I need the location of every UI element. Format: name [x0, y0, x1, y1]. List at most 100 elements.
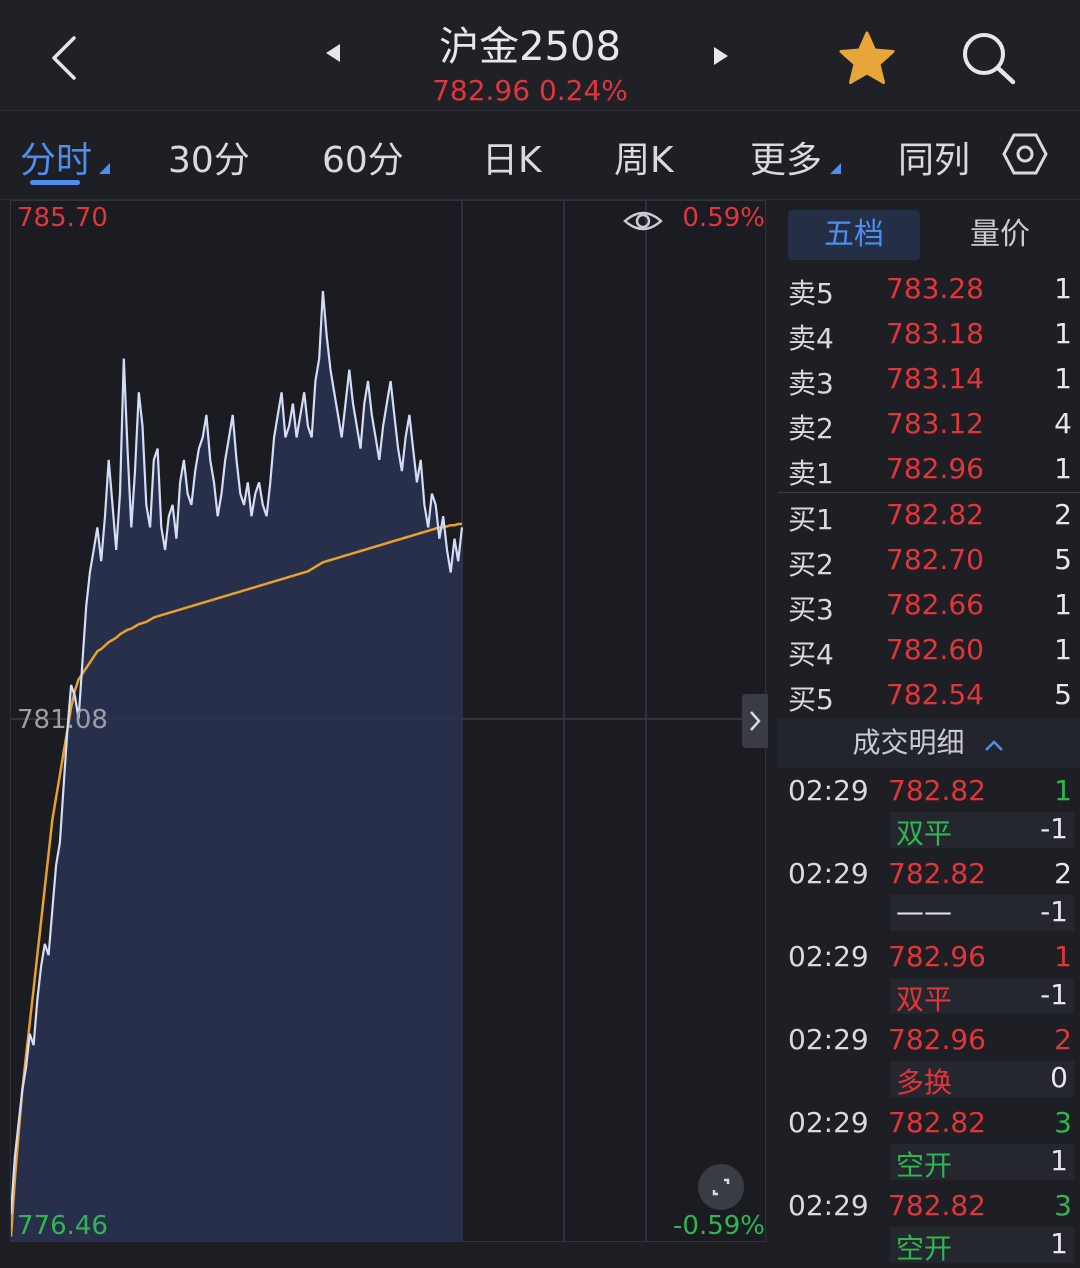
bid-price: 782.60 — [886, 633, 984, 666]
tab-five-levels[interactable]: 五档 — [788, 210, 920, 260]
bid-volume: 5 — [1054, 678, 1072, 711]
trade-row: 02:29 782.82 2 —— -1 — [778, 853, 1080, 936]
trade-volume: 1 — [1054, 940, 1072, 973]
trade-type-cell: 空开 1 — [890, 1144, 1074, 1182]
bid-price: 782.82 — [886, 498, 984, 531]
trade-type-cell: —— -1 — [890, 895, 1074, 931]
trade-time: 02:29 — [788, 940, 869, 973]
trade-row: 02:29 782.82 1 双平 -1 — [778, 770, 1080, 853]
ask-row: 卖4 783.18 1 — [778, 311, 1080, 356]
trade-type: 空开 — [896, 1232, 953, 1265]
ask-label: 卖3 — [788, 367, 834, 400]
tab-60min[interactable]: 60分 — [322, 140, 404, 181]
chevron-up-icon — [983, 719, 1005, 769]
trade-type-cell: 双平 -1 — [890, 812, 1074, 850]
ask-label: 卖2 — [788, 412, 834, 445]
bid-volume: 5 — [1054, 543, 1072, 576]
intraday-chart[interactable]: 785.70 781.08 776.46 0.59% -0.59% — [10, 200, 766, 1242]
ask-row: 卖5 783.28 1 — [778, 266, 1080, 311]
chart-canvas — [11, 201, 765, 1241]
ask-row: 卖2 783.12 4 — [778, 401, 1080, 446]
header-bar — [0, 0, 1080, 111]
trade-volume: 2 — [1054, 1023, 1072, 1056]
ask-volume: 1 — [1054, 452, 1072, 485]
ask-label: 卖4 — [788, 322, 834, 355]
eye-icon[interactable] — [623, 205, 663, 237]
trade-row: 02:29 782.82 3 空开 1 — [778, 1102, 1080, 1185]
pct-axis-min-label: -0.59% — [673, 1211, 765, 1241]
bid-price: 782.54 — [886, 678, 984, 711]
trade-detail-header[interactable]: 成交明细 — [778, 718, 1080, 768]
open-interest-change: 1 — [1050, 1227, 1068, 1260]
period-tab-bar: 分时 30分 60分 日K 周K 更多 同列 — [0, 111, 1080, 200]
tab-same-series[interactable]: 同列 — [898, 140, 971, 181]
ask-volume: 1 — [1054, 272, 1072, 305]
trade-row: 02:29 782.82 3 空开 1 — [778, 1185, 1080, 1268]
open-interest-change: -1 — [1040, 978, 1068, 1011]
trade-type: —— — [896, 895, 952, 928]
open-interest-change: -1 — [1040, 812, 1068, 845]
trade-price: 782.96 — [888, 1023, 986, 1056]
bid-label: 买4 — [788, 638, 834, 671]
bid-volume: 1 — [1054, 588, 1072, 621]
ask-volume: 1 — [1054, 362, 1072, 395]
trade-price: 782.82 — [888, 1189, 986, 1222]
y-axis-mid-label: 781.08 — [17, 705, 108, 735]
y-axis-min-label: 776.46 — [17, 1211, 108, 1241]
price-line — [11, 290, 464, 1215]
ask-price: 783.18 — [886, 317, 984, 350]
tab-weekly-k[interactable]: 周K — [614, 140, 674, 181]
tab-daily-k[interactable]: 日K — [482, 140, 542, 181]
trade-type-cell: 空开 1 — [890, 1227, 1074, 1265]
bid-label: 买3 — [788, 593, 834, 626]
tab-30min[interactable]: 30分 — [168, 140, 250, 181]
page-title: 沪金2508 — [439, 24, 621, 70]
bid-row: 买4 782.60 1 — [778, 627, 1080, 672]
trade-time: 02:29 — [788, 774, 869, 807]
open-interest-change: 0 — [1050, 1061, 1068, 1094]
ask-row: 卖1 782.96 1 — [778, 446, 1080, 491]
tab-more[interactable]: 更多 — [750, 140, 823, 181]
bid-row: 买5 782.54 5 — [778, 672, 1080, 717]
bid-row: 买1 782.82 2 — [778, 492, 1080, 537]
trade-volume: 2 — [1054, 857, 1072, 890]
trade-detail-title: 成交明细 — [852, 726, 965, 759]
fullscreen-icon[interactable] — [698, 1164, 744, 1210]
settings-icon[interactable] — [1002, 131, 1048, 177]
ask-price: 783.28 — [886, 272, 984, 305]
tab-intraday[interactable]: 分时 — [20, 140, 93, 181]
trade-type-cell: 多换 0 — [890, 1061, 1074, 1099]
bid-price: 782.70 — [886, 543, 984, 576]
ask-price: 783.12 — [886, 407, 984, 440]
trade-time: 02:29 — [788, 1023, 869, 1056]
expand-panel-button[interactable] — [742, 694, 768, 748]
trade-price: 782.96 — [888, 940, 986, 973]
star-icon[interactable] — [838, 30, 896, 88]
trade-type: 双平 — [896, 983, 953, 1016]
ask-volume: 4 — [1054, 407, 1072, 440]
trade-type: 多换 — [896, 1066, 953, 1099]
back-icon[interactable] — [40, 30, 90, 86]
trade-type: 空开 — [896, 1149, 953, 1182]
trade-type-cell: 双平 -1 — [890, 978, 1074, 1016]
bid-label: 买5 — [788, 683, 834, 716]
bid-row: 买3 782.66 1 — [778, 582, 1080, 627]
trade-volume: 3 — [1054, 1106, 1072, 1139]
trade-price: 782.82 — [888, 1106, 986, 1139]
dropdown-corner-icon — [99, 163, 110, 174]
average-price-line — [11, 522, 462, 1237]
pct-axis-max-label: 0.59% — [682, 203, 765, 233]
ask-price: 783.14 — [886, 362, 984, 395]
trade-time: 02:29 — [788, 1189, 869, 1222]
bid-price: 782.66 — [886, 588, 984, 621]
open-interest-change: -1 — [1040, 895, 1068, 928]
price-change-summary: 782.96 0.24% — [432, 74, 628, 107]
bid-volume: 1 — [1054, 633, 1072, 666]
ask-label: 卖1 — [788, 457, 834, 490]
next-contract-icon[interactable] — [714, 47, 728, 65]
prev-contract-icon[interactable] — [326, 44, 340, 62]
search-icon[interactable] — [958, 28, 1020, 90]
ask-price: 782.96 — [886, 452, 984, 485]
ask-volume: 1 — [1054, 317, 1072, 350]
tab-volume-price[interactable]: 量价 — [970, 217, 1030, 252]
